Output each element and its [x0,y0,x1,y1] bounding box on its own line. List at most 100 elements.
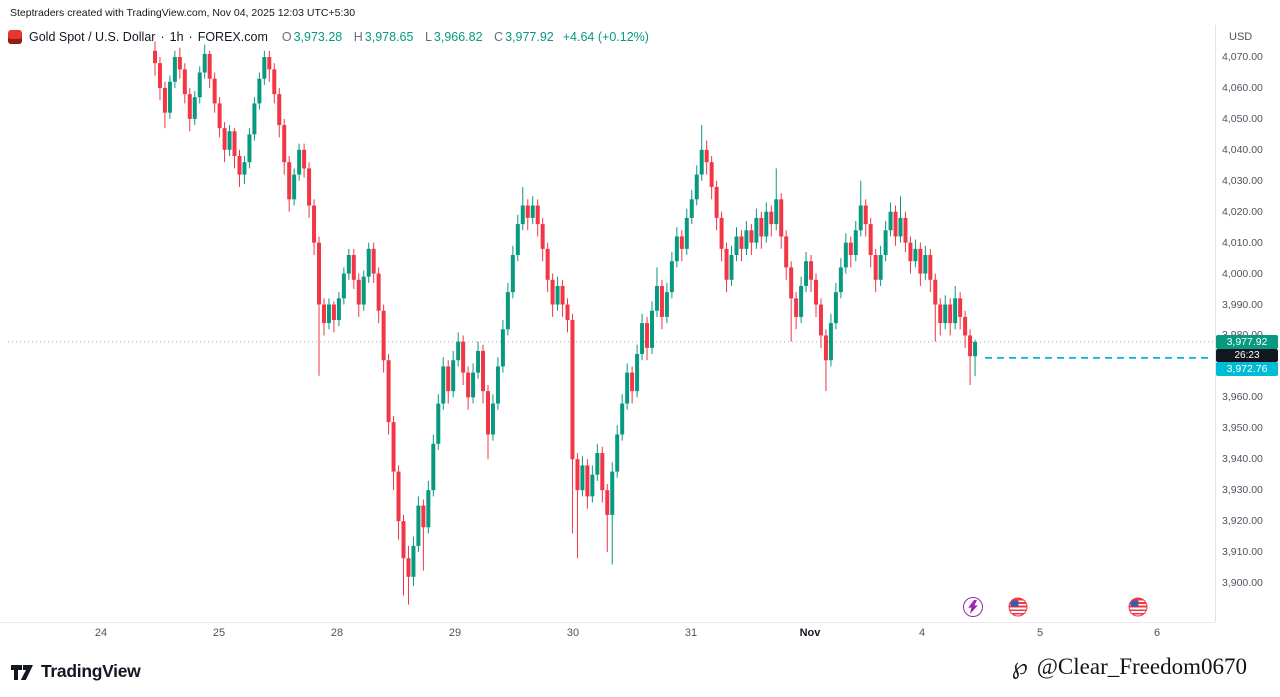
open-key: O [281,30,292,44]
candle [247,134,252,163]
candle [336,298,341,320]
candle [292,174,297,200]
candle [719,217,724,249]
symbol-logo-icon [8,30,22,44]
candle [222,128,227,150]
candle [669,261,674,293]
time-axis[interactable]: 24 25 28 29 30 31 Nov 4 5 6 [0,622,1215,652]
candle [903,217,908,243]
candle [177,57,182,70]
candle [734,236,739,256]
price-tick-label: 4,040.00 [1222,143,1263,156]
change-label: +4.64 (+0.12%) [562,30,649,44]
candle [282,125,287,163]
candle [968,335,973,357]
candle [411,545,416,577]
candle [421,505,426,528]
candle [759,217,764,237]
price-tick-label: 4,020.00 [1222,205,1263,218]
candle [545,248,550,280]
candle [321,304,326,324]
candle [262,57,267,79]
time-tick-label: 24 [94,627,108,639]
candle [898,217,903,237]
candle [814,279,819,305]
candle [197,72,202,98]
candle [858,205,863,231]
candle [461,341,466,373]
lightning-event[interactable] [963,597,983,617]
candle [585,465,590,497]
candle [823,335,828,361]
candle [257,78,262,104]
candle [476,350,481,373]
candle [689,199,694,218]
time-axis-border [0,622,1215,623]
candle [933,279,938,305]
candle [843,242,848,268]
price-axis-border [1215,25,1216,622]
candle [371,248,376,274]
candle [272,69,277,95]
candle [555,285,560,305]
candle [873,255,878,280]
us-economic-event[interactable] [1008,597,1028,617]
watermark: ℘ @Clear_Freedom0670 [1012,654,1247,680]
candle [729,255,734,280]
candle [590,474,595,497]
candle [446,366,451,392]
candle [943,304,948,324]
candle [620,403,625,435]
us-economic-event[interactable] [1128,597,1148,617]
candle [615,434,620,472]
candle [893,211,898,237]
interval-label[interactable]: 1h [169,30,184,44]
price-tick-label: 4,060.00 [1222,81,1263,94]
candle [307,168,312,206]
candle [799,285,804,317]
candle [540,224,545,249]
candle [704,149,709,163]
candle [654,285,659,311]
price-tick-label: 3,930.00 [1222,484,1263,497]
candle [679,236,684,249]
candle [709,162,714,187]
price-tick-label: 4,030.00 [1222,174,1263,187]
time-tick-label: Nov [799,627,821,639]
candle [868,224,873,256]
watermark-glyph: ℘ [1011,654,1028,679]
candle [928,255,933,280]
time-tick-label: 4 [918,627,926,639]
tradingview-logo[interactable]: TradingView [10,661,141,682]
candle [396,471,401,522]
candle [610,471,615,515]
candle [699,149,704,175]
candle [317,242,322,305]
candle [386,360,391,423]
candle [361,276,366,305]
candle [167,81,172,113]
candle [784,236,789,268]
candle [471,372,476,398]
candle [550,279,555,305]
candle [366,248,371,277]
low-key: L [424,30,432,44]
candle [838,267,843,293]
price-scale-currency[interactable]: USD [1229,31,1253,43]
candle [878,255,883,280]
candle [948,304,953,324]
symbol-title[interactable]: Gold Spot / U.S. Dollar [29,30,156,44]
candle [754,217,759,243]
candle [426,490,431,528]
price-tick-label: 4,010.00 [1222,236,1263,249]
bar-countdown-badge: 26:23 [1216,348,1278,362]
candle [232,131,237,157]
high-key: H [353,30,363,44]
candle [973,341,978,357]
source-label[interactable]: FOREX.com [197,30,268,44]
price-tick-label: 3,920.00 [1222,515,1263,528]
price-axis[interactable]: 4,070.00 4,060.00 4,050.00 4,040.00 4,030.00… [1215,25,1280,622]
